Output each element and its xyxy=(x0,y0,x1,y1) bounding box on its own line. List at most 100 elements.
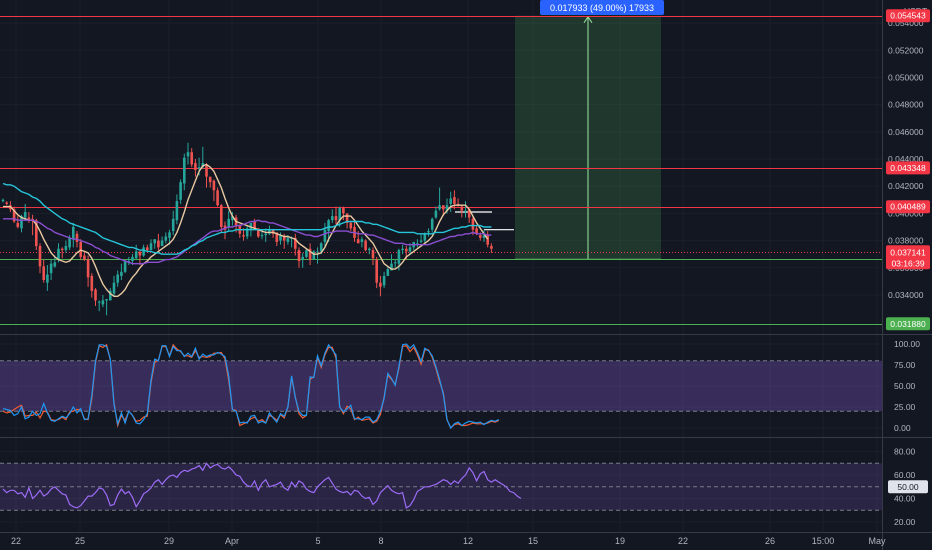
candle-body xyxy=(419,240,423,242)
candle-body xyxy=(190,152,193,165)
candle-body xyxy=(371,250,375,259)
candle-body xyxy=(90,275,94,291)
candle-body xyxy=(467,209,471,218)
candle-body xyxy=(327,220,330,232)
rsi-tick-label: 80.00 xyxy=(894,447,916,457)
candle-body xyxy=(482,235,486,238)
candle-body xyxy=(179,182,182,200)
candle-body xyxy=(442,205,445,210)
candle-body xyxy=(120,271,123,276)
candle-body xyxy=(94,289,97,301)
candle-body xyxy=(460,206,464,211)
candle-body xyxy=(323,229,327,242)
stoch-tick-label: 100.00 xyxy=(894,339,920,349)
time-tick-label: 8 xyxy=(378,536,383,546)
candle-body xyxy=(345,213,349,223)
candle-body xyxy=(486,235,489,245)
level-tag-label: 0.043348 xyxy=(890,163,926,173)
candle-body xyxy=(171,218,175,232)
candle-body xyxy=(220,205,223,227)
candle-body xyxy=(242,235,245,237)
candle-body xyxy=(23,212,27,218)
candle-body xyxy=(279,235,282,241)
level-tag xyxy=(886,200,930,214)
candle-body xyxy=(297,250,301,261)
target-box: 0.017933 (49.00%) 17933 xyxy=(515,0,664,260)
time-tick-label: Apr xyxy=(225,536,239,546)
price-tick-label: 0.044000 xyxy=(888,154,924,164)
candle-body xyxy=(212,180,216,191)
moving-averages xyxy=(2,163,492,297)
moving-average-line xyxy=(3,218,492,265)
candle-body xyxy=(401,248,404,251)
candle-body xyxy=(275,232,279,242)
candle-body xyxy=(360,239,364,242)
candle-body xyxy=(471,218,475,230)
candle-body xyxy=(253,221,256,229)
rsi-mid-tag xyxy=(888,480,928,494)
candle-body xyxy=(116,274,119,283)
candle-body xyxy=(164,236,168,241)
candle-body xyxy=(331,216,334,221)
stochastic-pane xyxy=(0,343,882,430)
candle-body xyxy=(390,263,393,271)
candle-body xyxy=(1,199,5,202)
candle-body xyxy=(405,248,408,252)
rsi-line xyxy=(2,462,522,509)
candle-body xyxy=(38,246,42,267)
price-tick-label: 0.040000 xyxy=(888,208,924,218)
candle-body xyxy=(109,290,112,301)
level-tag xyxy=(886,9,930,23)
price-tick-label: 0.034000 xyxy=(888,290,924,300)
candle-body xyxy=(46,274,49,283)
candle-body xyxy=(423,233,427,241)
candle-body xyxy=(197,167,201,169)
time-tick-label: 25 xyxy=(75,536,85,546)
price-tick-label: 0.054000 xyxy=(888,18,924,28)
candle-body xyxy=(257,228,260,237)
candle-body xyxy=(216,190,219,206)
candle-body xyxy=(438,205,441,210)
candle-body xyxy=(308,248,312,260)
countdown-label: 03:16:39 xyxy=(891,258,924,268)
candle-body xyxy=(260,235,264,237)
candle-body xyxy=(312,251,316,260)
candle-body xyxy=(475,228,478,234)
candle-body xyxy=(208,176,212,183)
candle-body xyxy=(227,218,230,227)
price-tick-label: 0.046000 xyxy=(888,127,924,137)
stoch-tick-label: 25.00 xyxy=(894,402,916,412)
candle-body xyxy=(12,209,16,222)
time-tick-label: 22 xyxy=(11,536,21,546)
candle-body xyxy=(142,247,145,256)
candle-body xyxy=(5,202,8,204)
candle-body xyxy=(382,275,386,286)
candle-body xyxy=(386,269,390,276)
candle-body xyxy=(57,248,60,260)
last-price-label: 0.037141 xyxy=(890,247,926,257)
candle-body xyxy=(83,255,86,260)
level-tag-label: 0.054543 xyxy=(890,11,926,21)
candle-body xyxy=(342,207,345,214)
candle-body xyxy=(393,262,397,264)
time-tick-label: May xyxy=(868,536,886,546)
candle-body xyxy=(75,233,79,242)
candle-body xyxy=(27,217,31,221)
candle-body xyxy=(131,256,134,261)
candle-body xyxy=(453,197,456,204)
stoch-k-line xyxy=(2,343,500,430)
candle-body xyxy=(42,266,45,280)
candle-body xyxy=(68,237,71,248)
candle-body xyxy=(112,282,116,294)
candle-body xyxy=(397,250,401,264)
candle-body xyxy=(245,228,249,237)
candle-body xyxy=(35,220,38,247)
candle-body xyxy=(305,250,308,257)
price-tick-label: 0.042000 xyxy=(888,181,924,191)
price-tick-label: 0.052000 xyxy=(888,45,924,55)
candle-body xyxy=(86,259,90,278)
candle-body xyxy=(64,246,68,251)
candle-body xyxy=(53,262,57,267)
